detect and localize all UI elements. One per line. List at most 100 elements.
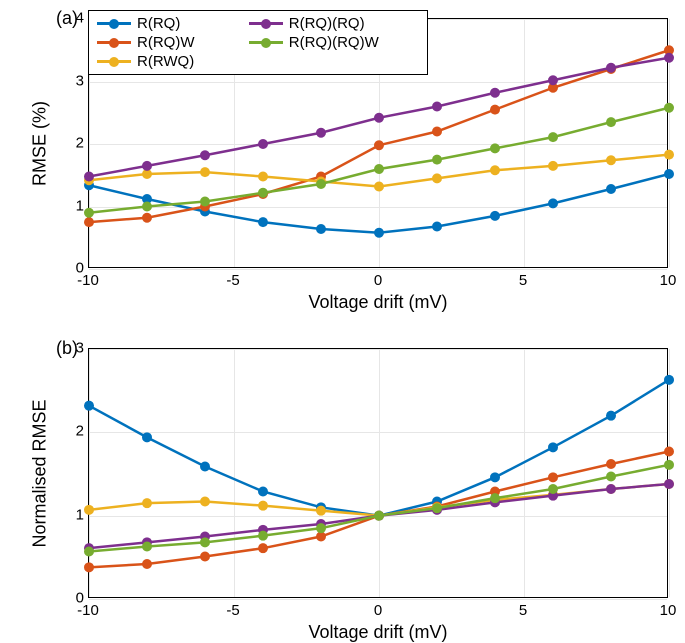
series-marker-icon <box>258 172 268 182</box>
legend-item <box>249 53 419 70</box>
series-marker-icon <box>664 150 674 160</box>
series-marker-icon <box>664 447 674 457</box>
gridline <box>89 269 667 270</box>
legend-label: R(RQ) <box>137 15 180 32</box>
series-marker-icon <box>200 197 210 207</box>
series-line <box>89 380 669 516</box>
panel-b-plot <box>88 348 668 598</box>
series-marker-icon <box>432 173 442 183</box>
series-marker-icon <box>548 132 558 142</box>
legend-item: R(RQ)(RQ)W <box>249 34 419 51</box>
series-marker-icon <box>142 498 152 508</box>
ytick-label: 1 <box>64 506 84 523</box>
legend-swatch <box>249 22 283 25</box>
series-marker-icon <box>142 542 152 552</box>
series-marker-icon <box>548 484 558 494</box>
legend-label: R(RWQ) <box>137 53 194 70</box>
series-marker-icon <box>316 128 326 138</box>
series-marker-icon <box>664 375 674 385</box>
series-marker-icon <box>432 127 442 137</box>
series-marker-icon <box>432 155 442 165</box>
panel-a-ylabel: RMSE (%) <box>30 19 51 269</box>
series-marker-icon <box>606 472 616 482</box>
gridline <box>89 599 667 600</box>
series-marker-icon <box>84 208 94 218</box>
panel-a-xlabel: Voltage drift (mV) <box>88 292 668 313</box>
series-marker-icon <box>142 213 152 223</box>
figure: (a) RMSE (%) Voltage drift (mV) R(RQ)R(R… <box>0 0 685 634</box>
series-marker-icon <box>548 472 558 482</box>
xtick-label: -5 <box>226 602 239 619</box>
series-marker-icon <box>142 161 152 171</box>
ytick-label: 0 <box>64 260 84 277</box>
series-marker-icon <box>490 472 500 482</box>
legend-item: R(RQ)(RQ) <box>249 15 419 32</box>
ytick-label: 1 <box>64 197 84 214</box>
series-marker-icon <box>258 543 268 553</box>
series-marker-icon <box>374 182 384 192</box>
plot-svg <box>89 349 669 599</box>
series-marker-icon <box>490 211 500 221</box>
series-marker-icon <box>374 511 384 521</box>
series-marker-icon <box>258 188 268 198</box>
panel-b-xlabel: Voltage drift (mV) <box>88 622 668 643</box>
gridline <box>669 349 670 597</box>
series-marker-icon <box>664 460 674 470</box>
series-marker-icon <box>606 155 616 165</box>
legend-marker-icon <box>109 19 119 29</box>
series-marker-icon <box>664 103 674 113</box>
legend-item: R(RWQ) <box>97 53 235 70</box>
series-marker-icon <box>548 198 558 208</box>
legend-marker-icon <box>109 38 119 48</box>
series-marker-icon <box>490 493 500 503</box>
series-marker-icon <box>84 562 94 572</box>
series-marker-icon <box>432 503 442 513</box>
series-marker-icon <box>432 222 442 232</box>
panel-b-ylabel: Normalised RMSE <box>30 349 51 599</box>
series-marker-icon <box>606 459 616 469</box>
series-marker-icon <box>258 217 268 227</box>
series-marker-icon <box>200 462 210 472</box>
series-marker-icon <box>84 547 94 557</box>
series-marker-icon <box>258 139 268 149</box>
ytick-label: 4 <box>64 10 84 27</box>
legend-marker-icon <box>261 19 271 29</box>
series-marker-icon <box>490 88 500 98</box>
legend-grid: R(RQ) R(RQ)(RQ) R(RQ)W R(RQ)(RQ)W R(RWQ) <box>97 15 419 70</box>
series-marker-icon <box>490 165 500 175</box>
legend-swatch <box>97 60 131 63</box>
xtick-label: 0 <box>374 272 382 289</box>
series-marker-icon <box>316 224 326 234</box>
series-marker-icon <box>606 184 616 194</box>
legend-marker-icon <box>109 57 119 67</box>
series-marker-icon <box>490 143 500 153</box>
series-line <box>89 452 669 568</box>
ytick-label: 0 <box>64 590 84 607</box>
series-marker-icon <box>606 63 616 73</box>
legend-marker-icon <box>261 38 271 48</box>
series-marker-icon <box>374 228 384 238</box>
series-marker-icon <box>432 102 442 112</box>
series-marker-icon <box>142 432 152 442</box>
series-marker-icon <box>200 552 210 562</box>
series-marker-icon <box>200 537 210 547</box>
legend-swatch <box>249 41 283 44</box>
series-marker-icon <box>142 559 152 569</box>
legend-item: R(RQ) <box>97 15 235 32</box>
series-marker-icon <box>664 479 674 489</box>
ytick-label: 3 <box>64 72 84 89</box>
legend-label: R(RQ)W <box>137 34 194 51</box>
series-marker-icon <box>548 75 558 85</box>
series-marker-icon <box>374 164 384 174</box>
xtick-label: 5 <box>519 272 527 289</box>
series-marker-icon <box>84 505 94 515</box>
legend-item: R(RQ)W <box>97 34 235 51</box>
series-marker-icon <box>316 506 326 516</box>
series-marker-icon <box>548 161 558 171</box>
series-marker-icon <box>200 150 210 160</box>
ytick-label: 3 <box>64 340 84 357</box>
series-marker-icon <box>490 105 500 115</box>
series-marker-icon <box>142 202 152 212</box>
series-marker-icon <box>258 531 268 541</box>
xtick-label: 0 <box>374 602 382 619</box>
